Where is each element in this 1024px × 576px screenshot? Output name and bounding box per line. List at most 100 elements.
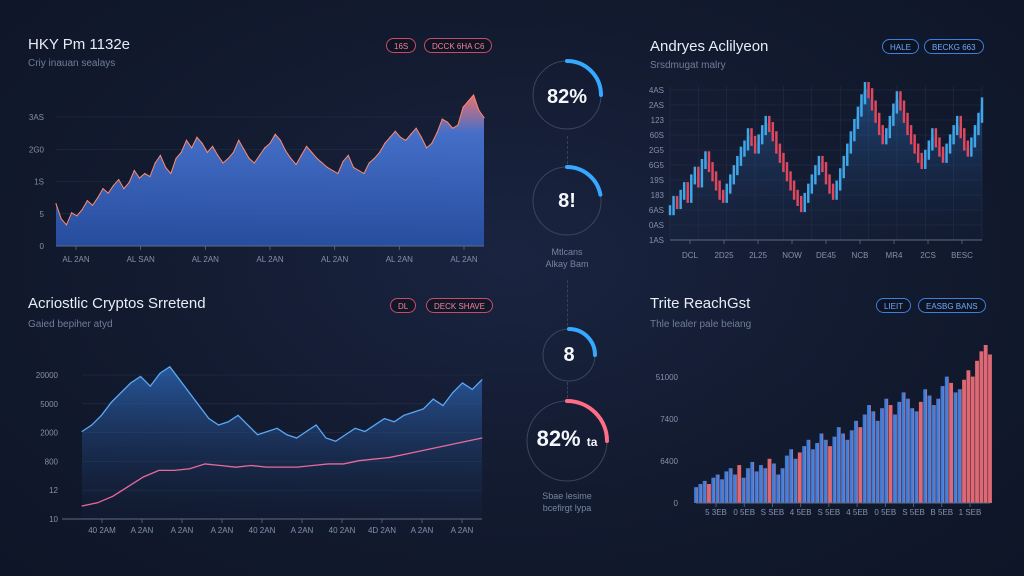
data-point [257, 434, 259, 436]
filter-pill-button[interactable]: HALE [882, 39, 919, 54]
bar [700, 159, 704, 188]
data-point [431, 142, 433, 144]
data-point [461, 382, 463, 384]
data-point [140, 375, 142, 377]
data-point [81, 505, 83, 507]
data-point [457, 124, 459, 126]
bar [707, 151, 711, 173]
bar [732, 165, 736, 185]
data-point [279, 139, 282, 141]
panel-top-right: Andryes Aclilyeon Srsdmugat malry HALE B… [610, 0, 1024, 280]
filter-pill-button[interactable]: DL [390, 298, 417, 313]
bar [918, 401, 923, 503]
data-point [173, 469, 175, 471]
data-point [97, 197, 99, 199]
data-point [422, 408, 424, 410]
data-point [472, 94, 475, 96]
data-point [300, 154, 302, 156]
bar [979, 351, 984, 503]
y-tick-label: 6400 [660, 457, 678, 466]
bar [803, 192, 806, 213]
data-point [65, 224, 68, 226]
x-tick-label: 2L25 [749, 251, 767, 260]
data-point [201, 142, 203, 144]
bar [793, 458, 798, 503]
bar [750, 461, 755, 503]
data-point [130, 382, 132, 384]
bar [944, 376, 949, 503]
data-point [316, 157, 318, 160]
x-tick-label: 5 3EB [705, 508, 727, 517]
gauge-4: 82% ta [524, 398, 610, 484]
bar [746, 128, 750, 151]
bar [909, 125, 913, 145]
range-pill-button[interactable]: EASBG BANS [918, 298, 986, 313]
divider-line [567, 280, 568, 326]
data-point [368, 162, 370, 164]
x-tick-label: AL 2AN [450, 255, 477, 264]
data-point [101, 414, 103, 416]
bar [810, 449, 815, 503]
bar [796, 189, 799, 206]
filter-pill-button[interactable]: LIEIT [876, 298, 912, 313]
data-point [311, 151, 313, 153]
bar [817, 155, 821, 176]
data-point [219, 465, 221, 467]
bar [860, 94, 863, 117]
data-point [379, 151, 381, 153]
data-point [218, 424, 220, 426]
bar [711, 477, 716, 503]
bar [776, 474, 781, 503]
data-point [452, 392, 454, 394]
bar [931, 405, 936, 503]
bar [831, 183, 835, 200]
data-point [413, 411, 415, 413]
x-tick-label: S 5EB [902, 508, 925, 517]
data-point [296, 437, 298, 439]
bar [764, 115, 767, 136]
bar [668, 205, 672, 216]
x-tick-label: S SEB [761, 508, 785, 517]
data-point [394, 130, 396, 132]
data-point [332, 169, 334, 172]
bar [836, 427, 841, 503]
bar [934, 128, 938, 148]
data-point [55, 203, 57, 205]
y-tick-label: 183 [651, 191, 665, 200]
bar [824, 162, 828, 185]
y-tick-label: 10 [49, 515, 58, 524]
gauge-value: 8! [558, 190, 576, 212]
x-tick-label: 2CS [920, 251, 936, 260]
data-point [343, 463, 345, 465]
x-tick-label: B 5EB [930, 508, 953, 517]
data-point [326, 166, 329, 169]
bar [754, 471, 759, 503]
bar [682, 182, 686, 200]
data-point [373, 157, 375, 160]
bar [707, 484, 711, 503]
x-tick-label: BESC [951, 251, 973, 260]
bar [821, 155, 824, 173]
bar [849, 430, 854, 503]
range-pill-button[interactable]: DCCK 6HA C6 [424, 38, 493, 53]
bar [980, 97, 984, 123]
bar [927, 395, 932, 503]
filter-pill-button[interactable]: 16S [386, 38, 417, 53]
data-point [238, 139, 240, 141]
panel-title: Trite ReachGst [650, 295, 751, 312]
data-point [188, 392, 190, 394]
data-point [91, 424, 93, 426]
caption-line: Alkay Bam [545, 259, 589, 269]
y-tick-label: 7400 [660, 415, 678, 424]
bar [970, 376, 975, 503]
range-pill-button[interactable]: DECK SHAVE [426, 298, 493, 313]
range-pill-button[interactable]: BECKG 663 [924, 39, 984, 54]
y-tick-label: 4AS [649, 86, 664, 95]
x-tick-label: 0 5EB [733, 508, 755, 517]
data-point [399, 136, 402, 138]
y-tick-label: 60S [650, 131, 664, 140]
data-point [276, 427, 278, 429]
bar [905, 398, 910, 503]
data-point [127, 486, 129, 488]
data-point [120, 392, 122, 394]
